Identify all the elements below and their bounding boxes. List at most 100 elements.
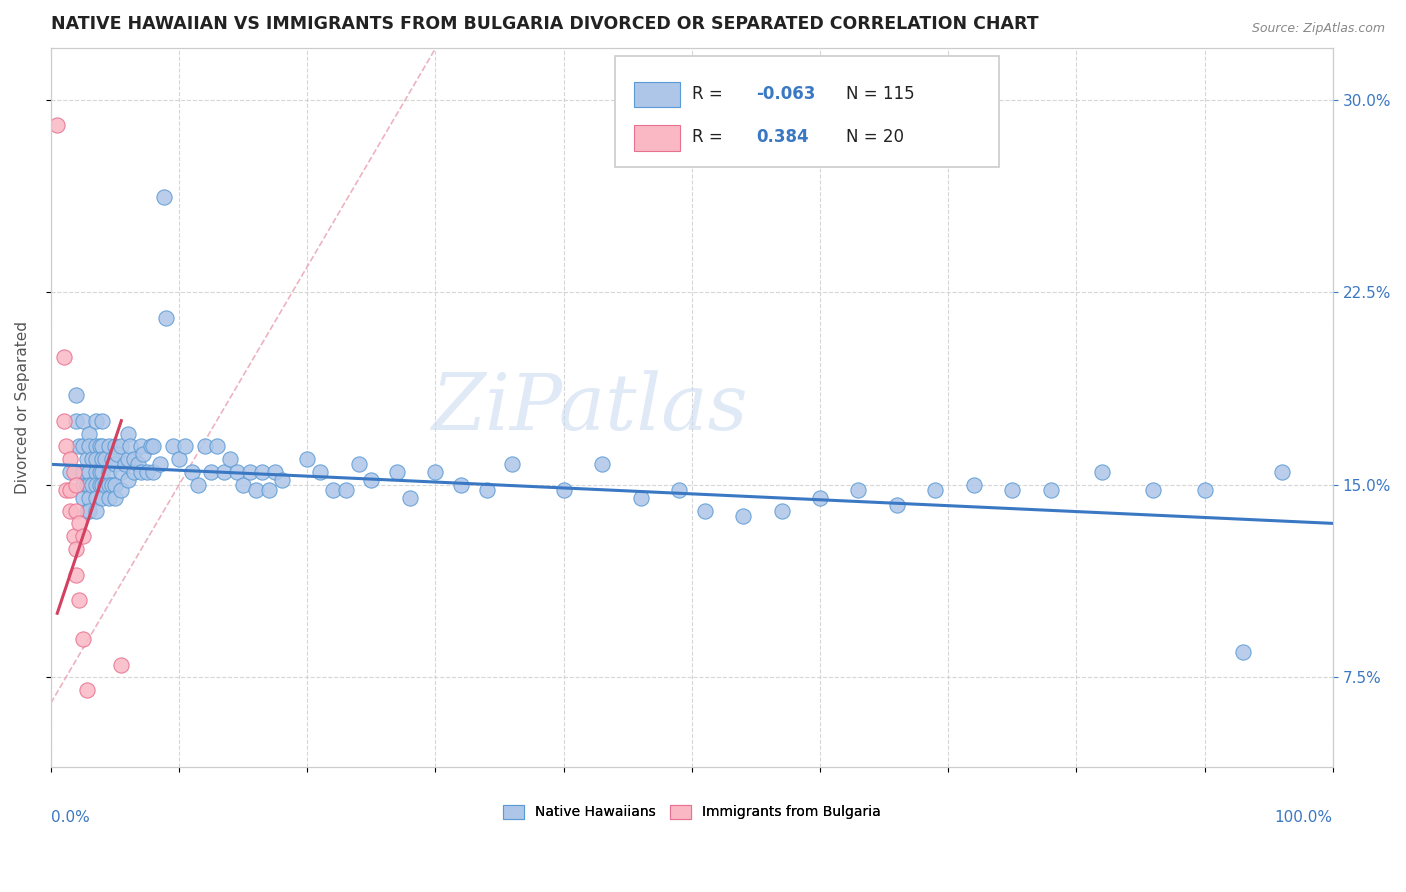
Point <box>194 439 217 453</box>
Point <box>200 465 222 479</box>
Point <box>93 478 115 492</box>
Point <box>129 439 152 453</box>
Point <box>91 439 114 453</box>
Point <box>110 657 132 672</box>
Point <box>110 439 132 453</box>
Point <box>97 478 120 492</box>
Point <box>76 683 98 698</box>
Y-axis label: Divorced or Separated: Divorced or Separated <box>15 321 30 494</box>
Point <box>212 465 235 479</box>
Point <box>385 465 408 479</box>
Point <box>322 483 344 497</box>
Point <box>76 478 98 492</box>
Point <box>152 190 174 204</box>
Point <box>84 491 107 505</box>
Point <box>97 439 120 453</box>
Text: NATIVE HAWAIIAN VS IMMIGRANTS FROM BULGARIA DIVORCED OR SEPARATED CORRELATION CH: NATIVE HAWAIIAN VS IMMIGRANTS FROM BULGA… <box>51 15 1039 33</box>
Point <box>101 452 124 467</box>
Point <box>1142 483 1164 497</box>
FancyBboxPatch shape <box>634 81 681 107</box>
Point <box>225 465 247 479</box>
Point <box>107 447 129 461</box>
Point <box>114 458 136 472</box>
Text: N = 20: N = 20 <box>845 128 904 146</box>
Point <box>52 350 75 364</box>
Point <box>149 458 172 472</box>
Point <box>79 439 101 453</box>
Point <box>475 483 498 497</box>
Point <box>91 465 114 479</box>
Point <box>398 491 420 505</box>
Point <box>117 473 139 487</box>
Point <box>91 491 114 505</box>
Point <box>264 465 287 479</box>
Point <box>65 414 87 428</box>
Point <box>91 478 114 492</box>
Text: ZiPatlas: ZiPatlas <box>432 369 748 446</box>
Point <box>72 465 94 479</box>
Point <box>84 452 107 467</box>
Point <box>117 452 139 467</box>
Text: N = 115: N = 115 <box>845 85 914 103</box>
Point <box>553 483 575 497</box>
Point <box>630 491 652 505</box>
Point <box>360 473 382 487</box>
Point <box>76 503 98 517</box>
Point <box>104 458 127 472</box>
Point <box>297 452 319 467</box>
Point <box>65 388 87 402</box>
Point <box>180 465 202 479</box>
Point <box>65 567 87 582</box>
Point <box>122 452 145 467</box>
Point <box>808 491 831 505</box>
Point <box>72 414 94 428</box>
Point <box>309 465 332 479</box>
Point <box>65 478 87 492</box>
Point <box>67 516 90 531</box>
Point <box>104 491 127 505</box>
Point <box>101 478 124 492</box>
FancyBboxPatch shape <box>614 55 1000 167</box>
Point <box>72 478 94 492</box>
Point <box>52 414 75 428</box>
Point <box>89 478 111 492</box>
Point <box>668 483 690 497</box>
Point <box>79 478 101 492</box>
Point <box>232 478 254 492</box>
Point <box>1194 483 1216 497</box>
Point <box>59 503 82 517</box>
Point <box>174 439 197 453</box>
Point <box>84 503 107 517</box>
Point <box>55 439 77 453</box>
Point <box>127 458 149 472</box>
Point <box>335 483 357 497</box>
Point <box>142 439 165 453</box>
Text: -0.063: -0.063 <box>756 85 815 103</box>
Point <box>886 499 908 513</box>
Point <box>120 439 142 453</box>
Point <box>79 503 101 517</box>
Point <box>252 465 274 479</box>
Point <box>924 483 946 497</box>
Point <box>117 426 139 441</box>
Point <box>1091 465 1114 479</box>
Text: Source: ZipAtlas.com: Source: ZipAtlas.com <box>1251 22 1385 36</box>
Point <box>733 508 755 523</box>
Point <box>155 311 177 326</box>
Point <box>693 503 716 517</box>
Point <box>65 542 87 557</box>
Point <box>80 452 103 467</box>
Point <box>257 483 280 497</box>
Point <box>72 529 94 543</box>
Point <box>1270 465 1292 479</box>
Point <box>91 414 114 428</box>
Point <box>142 465 165 479</box>
Text: 0.0%: 0.0% <box>51 811 90 825</box>
Point <box>79 465 101 479</box>
Point <box>46 119 69 133</box>
Text: 100.0%: 100.0% <box>1275 811 1333 825</box>
Point <box>347 458 370 472</box>
Point <box>207 439 229 453</box>
Point <box>104 439 127 453</box>
Point <box>219 452 242 467</box>
